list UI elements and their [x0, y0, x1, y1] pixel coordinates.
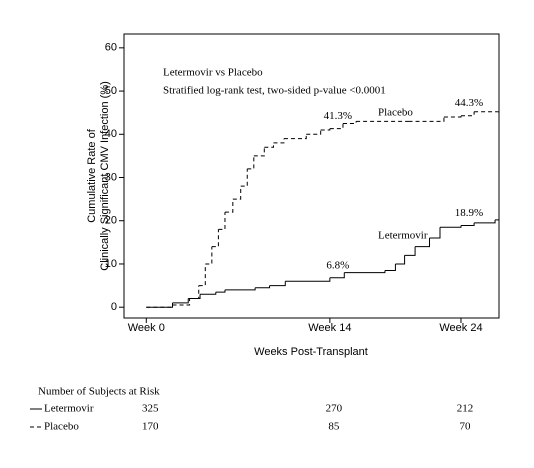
x-axis-label: Weeks Post-Transplant	[254, 346, 368, 358]
step-segment	[247, 155, 255, 170]
step-segment	[255, 285, 271, 289]
risk-value: 70	[459, 421, 471, 433]
step-segment	[224, 287, 256, 291]
step-segment	[429, 227, 441, 239]
note: Letermovir vs Placebo	[163, 67, 263, 79]
annotation: 41.3%	[324, 110, 352, 122]
step-segment	[218, 212, 226, 230]
series-label: Placebo	[378, 107, 413, 119]
y-tick-label: 30	[105, 171, 117, 183]
step-segment	[189, 285, 200, 300]
step-segment	[395, 255, 406, 265]
risk-table-title: Number of Subjects at Risk	[38, 386, 160, 398]
step-segment	[344, 270, 386, 274]
step-segment	[200, 292, 217, 295]
step-segment	[443, 115, 462, 118]
plot-frame	[123, 33, 500, 319]
step-segment	[320, 128, 331, 131]
step-segment	[269, 281, 286, 287]
step-segment	[264, 142, 274, 148]
note: Stratified log-rank test, two-sided p-va…	[163, 85, 386, 97]
step-segment	[211, 229, 219, 248]
y-axis-label: Cumulative Rate of	[86, 128, 98, 222]
step-segment	[146, 305, 174, 308]
risk-value: 270	[326, 403, 343, 415]
risk-value: 85	[328, 421, 340, 433]
step-segment	[384, 263, 396, 271]
risk-value: 325	[142, 403, 159, 415]
y-tick-label: 0	[111, 301, 117, 313]
annotation: 44.3%	[455, 97, 483, 109]
x-tick-label: Week 24	[439, 322, 482, 334]
step-segment	[415, 238, 431, 248]
step-segment	[146, 302, 174, 308]
risk-row-label: Letermovir	[44, 403, 94, 415]
y-tick-label: 10	[105, 258, 117, 270]
step-segment	[408, 116, 445, 122]
step-segment	[404, 246, 416, 256]
step-segment	[306, 129, 322, 135]
step-segment	[240, 168, 248, 187]
step-segment	[224, 199, 234, 213]
step-segment	[273, 138, 285, 144]
step-segment	[439, 225, 462, 228]
risk-value: 212	[457, 403, 474, 415]
step-segment	[253, 147, 265, 157]
step-segment	[172, 298, 189, 304]
step-segment	[285, 277, 331, 282]
annotation: 6.8%	[326, 259, 349, 271]
step-segment	[460, 111, 475, 117]
risk-value: 170	[142, 421, 159, 433]
y-tick-label: 40	[105, 128, 117, 140]
step-segment	[342, 121, 357, 124]
x-tick-label: Week 0	[128, 322, 165, 334]
risk-row-label: Placebo	[44, 421, 79, 433]
annotation: 18.9%	[455, 207, 483, 219]
step-segment	[215, 289, 226, 293]
step-segment	[232, 186, 242, 200]
step-segment	[198, 263, 206, 287]
step-segment	[172, 298, 191, 306]
step-segment	[283, 134, 307, 140]
step-segment	[329, 272, 345, 279]
y-tick-label: 20	[105, 215, 117, 227]
step-segment	[474, 219, 496, 224]
x-tick-label: Week 14	[308, 322, 351, 334]
step-segment	[460, 222, 475, 226]
y-tick-label: 50	[105, 85, 117, 97]
step-segment	[205, 246, 213, 265]
y-axis-label: Clinically Significant CMV Infection (%)	[99, 81, 111, 271]
y-tick-label: 60	[105, 42, 117, 54]
step-segment	[329, 123, 344, 130]
series-label: Letermovir	[378, 230, 428, 242]
